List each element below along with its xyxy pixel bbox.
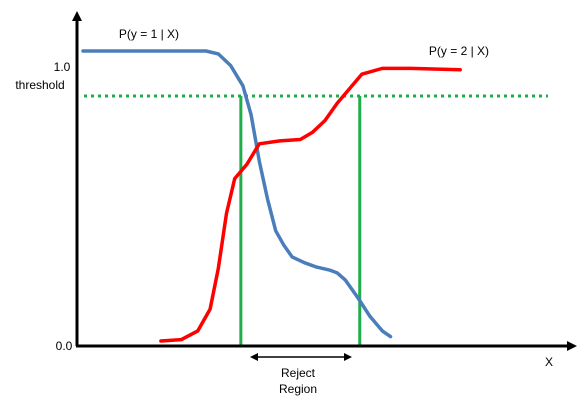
series-line-p-y1 xyxy=(81,49,393,339)
series-label-p-y1: P(y = 1 | X) xyxy=(119,27,179,41)
reject-region-label-line2: Region xyxy=(279,382,317,396)
y-tick-threshold: threshold xyxy=(15,78,64,92)
reject-region-label-line1: Reject xyxy=(281,366,316,380)
series-label-p-y2: P(y = 2 | X) xyxy=(429,44,489,58)
x-axis-label: X xyxy=(545,355,553,369)
y-tick-0-0: 0.0 xyxy=(56,339,73,353)
y-tick-1-0: 1.0 xyxy=(54,60,71,74)
series-line-p-y2 xyxy=(159,66,462,343)
